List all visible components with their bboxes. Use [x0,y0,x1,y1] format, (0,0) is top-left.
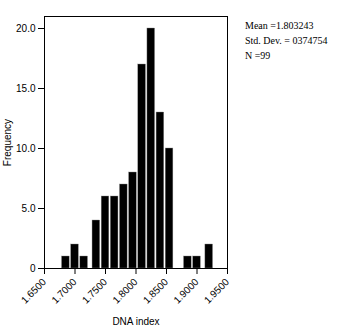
svg-text:10.0: 10.0 [16,143,36,154]
html-text:Mean =1.803243 Std. Dev. = 037: Mean =1.803243 Std. Dev. = 0374754 N =99 [245,20,328,61]
svg-text:1.6500: 1.6500 [19,276,49,306]
svg-text:1.7000: 1.7000 [49,276,79,306]
svg-text:20.0: 20.0 [16,23,36,34]
svg-text:1.8000: 1.8000 [110,276,140,306]
svg-text:0: 0 [30,263,36,274]
svg-text:1.9000: 1.9000 [171,276,201,306]
svg-text:1.9500: 1.9500 [202,276,232,306]
svg-text:1.8500: 1.8500 [141,276,171,306]
svg-text:1.7500: 1.7500 [80,276,110,306]
svg-text:5.0: 5.0 [22,203,36,214]
svg-text:DNA index: DNA index [112,316,159,327]
svg-text:15.0: 15.0 [16,83,36,94]
svg-text:Frequency: Frequency [2,119,13,166]
